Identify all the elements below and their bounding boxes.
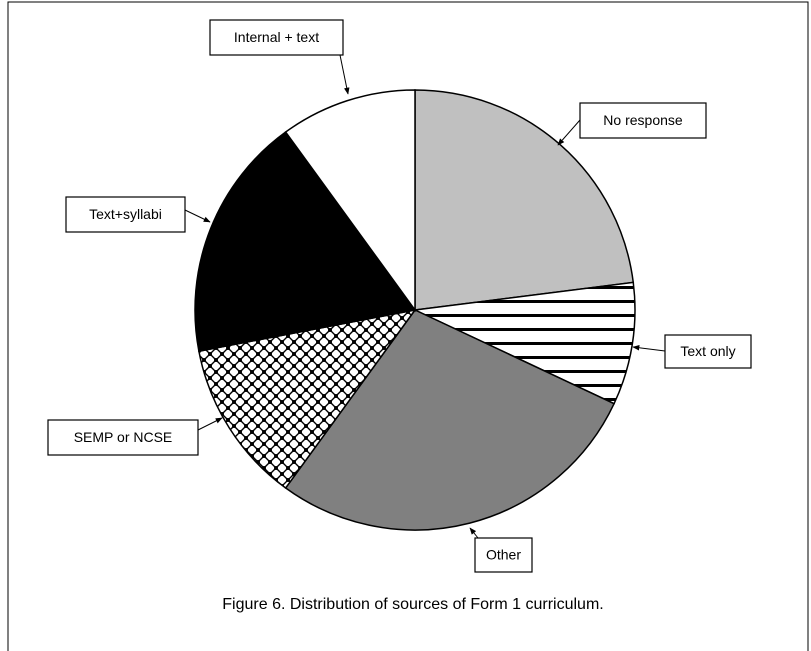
slice-label: Text only xyxy=(680,343,735,359)
pie-slice xyxy=(194,130,417,353)
slice-label: SEMP or NCSE xyxy=(74,429,173,445)
leader-line xyxy=(197,417,223,431)
leader-line xyxy=(184,209,211,223)
slice-label: Text+syllabi xyxy=(89,206,162,222)
pie-slice xyxy=(284,309,616,531)
label-box xyxy=(209,19,344,56)
label-box xyxy=(579,102,707,139)
leader-line xyxy=(339,54,350,95)
slice-label: No response xyxy=(603,112,683,128)
label-box xyxy=(664,334,752,369)
frame xyxy=(7,1,809,651)
leader-line xyxy=(557,119,581,146)
label-box xyxy=(47,419,199,456)
label-box xyxy=(65,196,186,233)
label-box xyxy=(474,537,533,573)
chart-title: Figure 6. Distribution of sources of For… xyxy=(222,596,603,613)
leader-line xyxy=(632,345,666,352)
leader-line xyxy=(469,527,479,539)
slice-label: Other xyxy=(486,547,521,563)
pie-slice xyxy=(284,89,416,313)
pie-slice xyxy=(412,281,636,405)
slice-label: Internal + text xyxy=(234,29,319,45)
pie-slice xyxy=(198,308,417,490)
